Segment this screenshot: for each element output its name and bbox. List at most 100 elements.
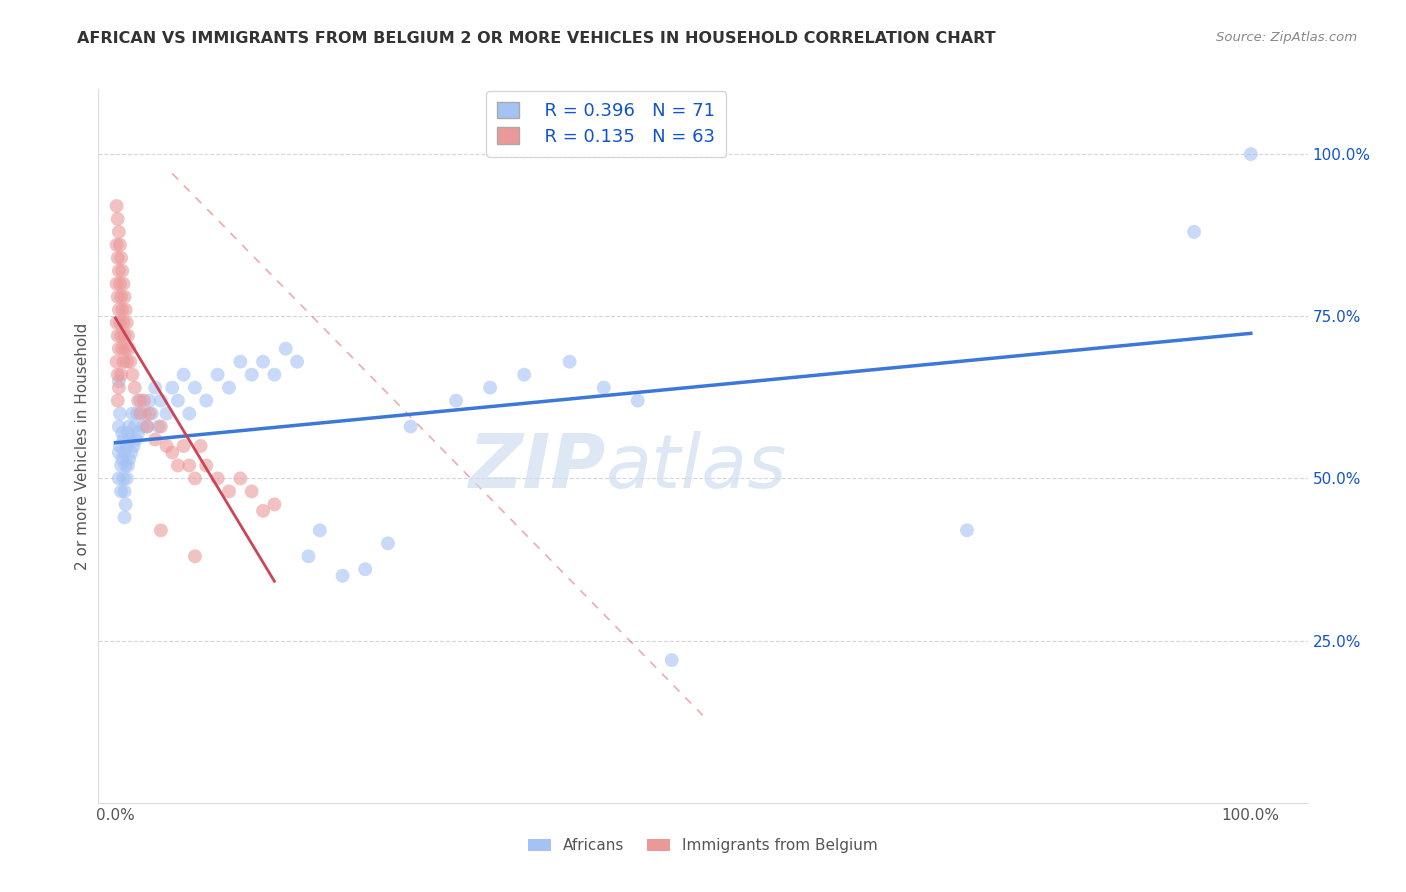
Point — [956, 524, 979, 538]
Point — [108, 374, 131, 388]
Point — [184, 381, 207, 395]
Point — [114, 290, 136, 304]
Point — [114, 510, 136, 524]
Y-axis label: 2 or more Vehicles in Household: 2 or more Vehicles in Household — [75, 322, 90, 570]
Point — [107, 368, 129, 382]
Point — [125, 433, 148, 447]
Point — [117, 425, 139, 440]
Point — [115, 316, 138, 330]
Point — [167, 393, 190, 408]
Point — [110, 251, 132, 265]
Point — [149, 419, 172, 434]
Point — [252, 504, 274, 518]
Point — [118, 452, 141, 467]
Point — [143, 381, 166, 395]
Point — [115, 471, 138, 485]
Point — [377, 536, 399, 550]
Point — [124, 381, 146, 395]
Text: atlas: atlas — [606, 432, 787, 503]
Point — [122, 439, 145, 453]
Point — [592, 381, 614, 395]
Point — [114, 342, 136, 356]
Point — [114, 328, 136, 343]
Point — [112, 277, 135, 291]
Point — [117, 328, 139, 343]
Point — [167, 458, 190, 473]
Point — [127, 393, 149, 408]
Point — [661, 653, 683, 667]
Point — [190, 439, 212, 453]
Point — [131, 419, 153, 434]
Point — [479, 381, 502, 395]
Point — [105, 277, 128, 291]
Point — [558, 354, 581, 368]
Point — [111, 342, 134, 356]
Point — [513, 368, 536, 382]
Point — [114, 458, 136, 473]
Point — [218, 484, 240, 499]
Point — [115, 439, 138, 453]
Point — [285, 354, 308, 368]
Point — [179, 458, 201, 473]
Point — [263, 368, 285, 382]
Point — [218, 381, 240, 395]
Point — [136, 419, 159, 434]
Point — [108, 439, 131, 453]
Point — [111, 452, 134, 467]
Point — [108, 225, 131, 239]
Point — [110, 328, 132, 343]
Point — [160, 445, 183, 459]
Point — [107, 290, 129, 304]
Point — [138, 393, 160, 408]
Point — [108, 277, 131, 291]
Point — [107, 328, 129, 343]
Point — [120, 445, 142, 459]
Point — [107, 211, 129, 226]
Point — [399, 419, 422, 434]
Point — [173, 368, 195, 382]
Point — [138, 407, 160, 421]
Point — [108, 445, 131, 459]
Point — [184, 549, 207, 564]
Point — [148, 419, 170, 434]
Point — [179, 407, 201, 421]
Point — [115, 354, 138, 368]
Point — [121, 407, 143, 421]
Point — [229, 354, 252, 368]
Point — [184, 471, 207, 485]
Point — [173, 439, 195, 453]
Point — [105, 238, 128, 252]
Point — [112, 433, 135, 447]
Point — [108, 419, 131, 434]
Point — [110, 458, 132, 473]
Point — [111, 425, 134, 440]
Point — [105, 316, 128, 330]
Point — [108, 264, 131, 278]
Point — [444, 393, 467, 408]
Point — [297, 549, 319, 564]
Point — [1182, 225, 1205, 239]
Point — [105, 199, 128, 213]
Point — [118, 342, 141, 356]
Point — [117, 458, 139, 473]
Point — [120, 433, 142, 447]
Point — [149, 393, 172, 408]
Point — [114, 497, 136, 511]
Point — [132, 393, 155, 408]
Point — [155, 439, 177, 453]
Point — [240, 368, 263, 382]
Point — [114, 445, 136, 459]
Point — [252, 354, 274, 368]
Point — [354, 562, 377, 576]
Point — [108, 381, 131, 395]
Point — [108, 407, 131, 421]
Point — [111, 302, 134, 317]
Point — [124, 419, 146, 434]
Point — [160, 381, 183, 395]
Point — [195, 393, 218, 408]
Point — [108, 471, 131, 485]
Point — [110, 368, 132, 382]
Point — [240, 484, 263, 499]
Point — [110, 290, 132, 304]
Point — [114, 484, 136, 499]
